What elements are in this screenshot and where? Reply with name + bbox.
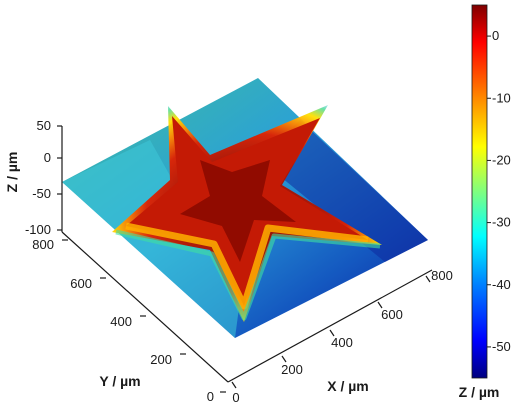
x-tick-0: 0 [232, 390, 239, 405]
star-rim-front [125, 222, 369, 310]
colorbar-tick-label: -20 [492, 152, 511, 167]
x-axis [227, 269, 433, 389]
z-tick-neg50: -50 [32, 186, 51, 201]
star-rim-front-outer [115, 229, 381, 321]
z-tick-50: 50 [37, 118, 51, 133]
x-tick-800: 800 [431, 268, 453, 283]
colorbar [471, 4, 488, 379]
z-axis [57, 125, 63, 232]
x-tick-600: 600 [381, 307, 403, 322]
colorbar-tick-label: -10 [492, 90, 511, 105]
surface-floor-shadow [260, 120, 428, 262]
z-axis-title: Z / µm [4, 152, 20, 193]
y-axis [61, 231, 229, 393]
colorbar-tick-label: 0 [492, 28, 499, 43]
colorbar-tick-label: -50 [492, 339, 511, 354]
y-tick-600: 600 [70, 276, 92, 291]
y-tick-200: 200 [150, 352, 172, 367]
x-axis-title: X / µm [327, 378, 369, 394]
z-tick-neg100: -100 [25, 222, 51, 237]
colorbar-tick-label: -40 [492, 277, 511, 292]
y-axis-title: Y / µm [99, 373, 140, 389]
x-tick-400: 400 [331, 335, 353, 350]
y-tick-0: 0 [207, 389, 214, 404]
x-tick-200: 200 [281, 362, 303, 377]
z-tick-0: 0 [44, 150, 51, 165]
star-core [180, 160, 296, 262]
colorbar-ticks: 0 -10 -20 -30 -40 -50 [487, 28, 511, 354]
colorbar-title: Z / µm [459, 384, 500, 400]
y-tick-400: 400 [110, 314, 132, 329]
colorbar-tick-label: -30 [492, 215, 511, 230]
y-tick-800: 800 [32, 237, 54, 252]
